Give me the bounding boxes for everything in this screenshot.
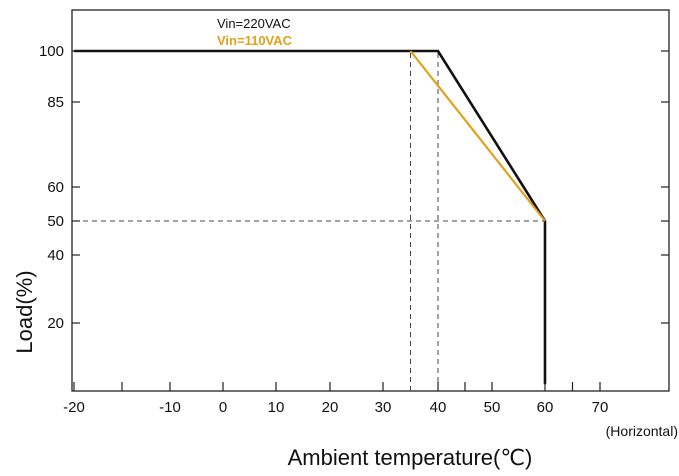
y-axis-ticks: 20 40 50 60 85 100 bbox=[39, 43, 669, 332]
x-tick-label-50: 50 bbox=[484, 399, 501, 416]
x-tick-label--20: -20 bbox=[63, 399, 85, 416]
y-axis-title: Load(%) bbox=[12, 270, 37, 353]
reference-lines bbox=[74, 51, 545, 391]
y-tick-label-100: 100 bbox=[39, 43, 64, 60]
x-tick-label-40: 40 bbox=[430, 399, 447, 416]
x-tick-label-20: 20 bbox=[322, 399, 339, 416]
y-tick-label-85: 85 bbox=[47, 94, 64, 111]
y-tick-label-60: 60 bbox=[47, 179, 64, 196]
legend-220vac: Vin=220VAC bbox=[217, 16, 291, 31]
y-tick-label-50: 50 bbox=[47, 213, 64, 230]
x-tick-label-30: 30 bbox=[375, 399, 392, 416]
x-tick-label-0: 0 bbox=[219, 399, 227, 416]
series-line-220vac bbox=[74, 49, 547, 385]
x-axis-note: (Horizontal) bbox=[606, 423, 678, 439]
series-line-110vac bbox=[409, 50, 546, 222]
x-tick-label-10: 10 bbox=[268, 399, 285, 416]
x-tick-label--10: -10 bbox=[159, 399, 181, 416]
x-axis-title: Ambient temperature(℃) bbox=[288, 445, 533, 470]
x-tick-label-70: 70 bbox=[592, 399, 609, 416]
x-axis-ticks: -20 -10 0 10 20 30 40 50 60 70 bbox=[63, 382, 608, 416]
x-tick-label-60: 60 bbox=[537, 399, 554, 416]
legend-110vac: Vin=110VAC bbox=[217, 33, 293, 48]
y-tick-label-40: 40 bbox=[47, 247, 64, 264]
y-tick-label-20: 20 bbox=[47, 315, 64, 332]
plot-frame bbox=[71, 9, 670, 392]
series-lines bbox=[74, 49, 547, 385]
